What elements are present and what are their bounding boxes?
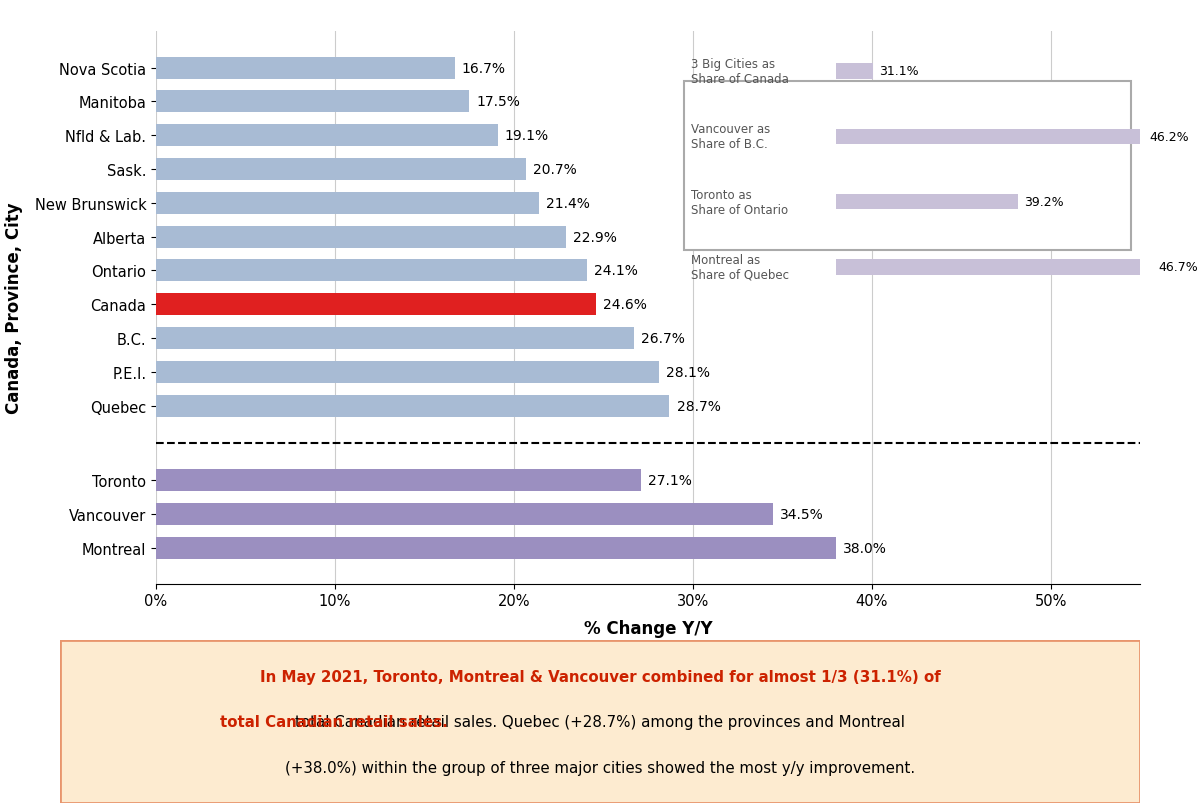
Bar — [156, 92, 469, 114]
Bar — [156, 294, 596, 315]
Text: 21.4%: 21.4% — [546, 196, 590, 211]
Bar — [156, 260, 587, 282]
Bar — [156, 395, 670, 417]
Text: 46.7%: 46.7% — [1158, 261, 1198, 274]
Bar — [156, 503, 773, 525]
Text: In May 2021, Toronto, Montreal & Vancouver combined for almost 1/3 (31.1%) of: In May 2021, Toronto, Montreal & Vancouv… — [259, 669, 941, 684]
Bar — [836, 130, 1144, 144]
Text: 19.1%: 19.1% — [505, 129, 548, 143]
Bar — [836, 195, 1019, 210]
X-axis label: % Change Y/Y: % Change Y/Y — [583, 620, 713, 637]
Text: Montreal as
Share of Quebec: Montreal as Share of Quebec — [691, 254, 788, 281]
Text: 46.2%: 46.2% — [1148, 131, 1188, 144]
Text: 24.6%: 24.6% — [604, 298, 647, 311]
Text: Toronto as
Share of Ontario: Toronto as Share of Ontario — [691, 188, 788, 217]
Text: 34.5%: 34.5% — [780, 507, 824, 521]
Text: 28.7%: 28.7% — [677, 399, 720, 413]
Bar — [156, 58, 455, 79]
Text: Vancouver as
Share of B.C.: Vancouver as Share of B.C. — [691, 123, 770, 151]
FancyBboxPatch shape — [60, 641, 1140, 803]
Text: 28.1%: 28.1% — [666, 365, 710, 380]
Bar — [156, 470, 641, 491]
Text: 24.1%: 24.1% — [594, 264, 638, 278]
Text: 17.5%: 17.5% — [476, 95, 520, 109]
Bar — [836, 64, 874, 79]
Text: 27.1%: 27.1% — [648, 474, 692, 487]
Bar — [156, 537, 836, 559]
FancyBboxPatch shape — [684, 82, 1132, 251]
Bar — [836, 260, 1152, 275]
Text: total Canadian retail sales. Quebec (+28.7%) among the provinces and Montreal: total Canadian retail sales. Quebec (+28… — [295, 714, 905, 729]
Text: 38.0%: 38.0% — [844, 541, 887, 555]
Text: 22.9%: 22.9% — [572, 230, 617, 244]
Bar — [156, 362, 659, 384]
Text: 16.7%: 16.7% — [462, 62, 506, 75]
Text: 31.1%: 31.1% — [878, 66, 918, 79]
Bar — [156, 328, 634, 350]
Text: 39.2%: 39.2% — [1024, 196, 1063, 209]
Y-axis label: Canada, Province, City: Canada, Province, City — [6, 203, 24, 414]
Text: total Canadian retail sales.: total Canadian retail sales. — [220, 714, 448, 729]
Text: 3 Big Cities as
Share of Canada: 3 Big Cities as Share of Canada — [691, 58, 788, 86]
Bar — [156, 192, 539, 214]
Bar — [156, 159, 527, 181]
Bar — [156, 226, 565, 248]
Text: 20.7%: 20.7% — [534, 163, 577, 177]
Bar — [156, 125, 498, 147]
Text: 26.7%: 26.7% — [641, 332, 685, 345]
Text: (+38.0%) within the group of three major cities showed the most y/y improvement.: (+38.0%) within the group of three major… — [284, 760, 916, 775]
